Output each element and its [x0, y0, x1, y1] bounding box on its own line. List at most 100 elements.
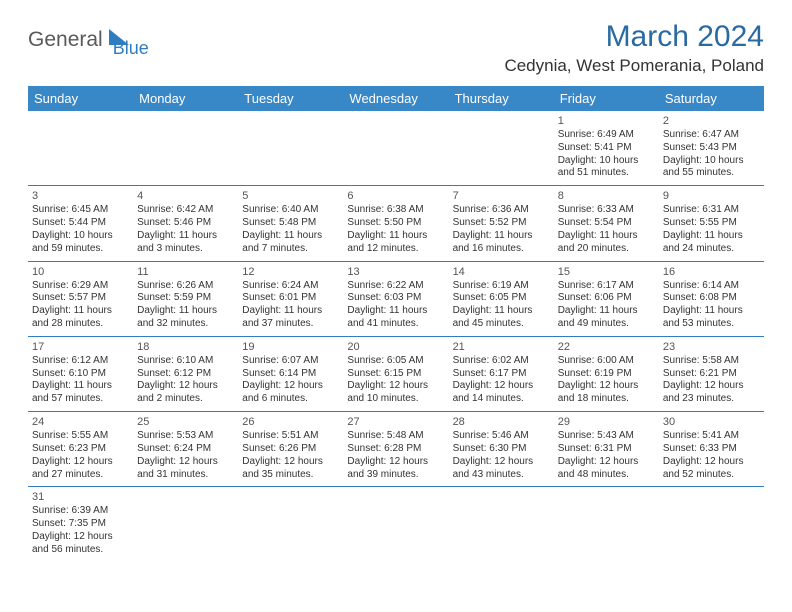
calendar-cell	[133, 111, 238, 186]
calendar-cell: 24Sunrise: 5:55 AMSunset: 6:23 PMDayligh…	[28, 412, 133, 487]
calendar-cell: 27Sunrise: 5:48 AMSunset: 6:28 PMDayligh…	[343, 412, 448, 487]
sunset-line: Sunset: 6:08 PM	[663, 292, 760, 305]
sunrise-line: Sunrise: 6:05 AM	[347, 355, 444, 368]
day-number: 5	[242, 189, 339, 203]
calendar-cell	[554, 487, 659, 562]
sunset-line: Sunset: 5:46 PM	[137, 217, 234, 230]
day-number: 23	[663, 340, 760, 354]
calendar-cell	[28, 111, 133, 186]
day-number: 7	[453, 189, 550, 203]
sunset-line: Sunset: 6:05 PM	[453, 292, 550, 305]
weekday-header: Tuesday	[238, 86, 343, 111]
sunrise-line: Sunrise: 6:19 AM	[453, 280, 550, 293]
daylight-line: Daylight: 11 hours and 49 minutes.	[558, 305, 655, 331]
sunset-line: Sunset: 6:30 PM	[453, 443, 550, 456]
calendar-cell: 22Sunrise: 6:00 AMSunset: 6:19 PMDayligh…	[554, 336, 659, 411]
sunset-line: Sunset: 6:23 PM	[32, 443, 129, 456]
weekday-header: Wednesday	[343, 86, 448, 111]
day-number: 6	[347, 189, 444, 203]
calendar-cell	[449, 487, 554, 562]
sunrise-line: Sunrise: 5:43 AM	[558, 430, 655, 443]
sunset-line: Sunset: 6:06 PM	[558, 292, 655, 305]
sunrise-line: Sunrise: 5:41 AM	[663, 430, 760, 443]
day-number: 2	[663, 114, 760, 128]
day-number: 25	[137, 415, 234, 429]
brand-logo: General Blue	[28, 20, 149, 59]
daylight-line: Daylight: 12 hours and 39 minutes.	[347, 456, 444, 482]
daylight-line: Daylight: 12 hours and 2 minutes.	[137, 380, 234, 406]
sunrise-line: Sunrise: 6:42 AM	[137, 204, 234, 217]
sunrise-line: Sunrise: 6:12 AM	[32, 355, 129, 368]
calendar-cell: 8Sunrise: 6:33 AMSunset: 5:54 PMDaylight…	[554, 186, 659, 261]
sunrise-line: Sunrise: 6:38 AM	[347, 204, 444, 217]
daylight-line: Daylight: 11 hours and 12 minutes.	[347, 230, 444, 256]
sunrise-line: Sunrise: 5:48 AM	[347, 430, 444, 443]
sunrise-line: Sunrise: 6:22 AM	[347, 280, 444, 293]
logo-text-b: Blue	[113, 38, 149, 59]
day-number: 9	[663, 189, 760, 203]
sunrise-line: Sunrise: 6:17 AM	[558, 280, 655, 293]
calendar-cell	[133, 487, 238, 562]
daylight-line: Daylight: 12 hours and 23 minutes.	[663, 380, 760, 406]
weekday-header: Saturday	[659, 86, 764, 111]
day-number: 20	[347, 340, 444, 354]
daylight-line: Daylight: 12 hours and 10 minutes.	[347, 380, 444, 406]
sunrise-line: Sunrise: 6:02 AM	[453, 355, 550, 368]
calendar-cell: 16Sunrise: 6:14 AMSunset: 6:08 PMDayligh…	[659, 261, 764, 336]
sunset-line: Sunset: 5:48 PM	[242, 217, 339, 230]
day-number: 19	[242, 340, 339, 354]
day-number: 4	[137, 189, 234, 203]
calendar-cell	[238, 111, 343, 186]
daylight-line: Daylight: 12 hours and 18 minutes.	[558, 380, 655, 406]
calendar-cell: 6Sunrise: 6:38 AMSunset: 5:50 PMDaylight…	[343, 186, 448, 261]
sunset-line: Sunset: 5:52 PM	[453, 217, 550, 230]
weekday-header: Monday	[133, 86, 238, 111]
sunrise-line: Sunrise: 6:45 AM	[32, 204, 129, 217]
weekday-header: Friday	[554, 86, 659, 111]
sunset-line: Sunset: 6:10 PM	[32, 368, 129, 381]
day-number: 17	[32, 340, 129, 354]
sunset-line: Sunset: 6:21 PM	[663, 368, 760, 381]
day-number: 14	[453, 265, 550, 279]
day-number: 21	[453, 340, 550, 354]
sunrise-line: Sunrise: 6:47 AM	[663, 129, 760, 142]
weekday-header: Sunday	[28, 86, 133, 111]
calendar-cell: 19Sunrise: 6:07 AMSunset: 6:14 PMDayligh…	[238, 336, 343, 411]
sunrise-line: Sunrise: 5:51 AM	[242, 430, 339, 443]
calendar-cell: 17Sunrise: 6:12 AMSunset: 6:10 PMDayligh…	[28, 336, 133, 411]
calendar-cell: 30Sunrise: 5:41 AMSunset: 6:33 PMDayligh…	[659, 412, 764, 487]
sunrise-line: Sunrise: 6:00 AM	[558, 355, 655, 368]
daylight-line: Daylight: 12 hours and 52 minutes.	[663, 456, 760, 482]
calendar-cell: 2Sunrise: 6:47 AMSunset: 5:43 PMDaylight…	[659, 111, 764, 186]
daylight-line: Daylight: 10 hours and 59 minutes.	[32, 230, 129, 256]
daylight-line: Daylight: 12 hours and 35 minutes.	[242, 456, 339, 482]
day-number: 16	[663, 265, 760, 279]
sunset-line: Sunset: 6:28 PM	[347, 443, 444, 456]
day-number: 24	[32, 415, 129, 429]
calendar-cell	[343, 487, 448, 562]
calendar-cell: 14Sunrise: 6:19 AMSunset: 6:05 PMDayligh…	[449, 261, 554, 336]
sunrise-line: Sunrise: 6:36 AM	[453, 204, 550, 217]
sunrise-calendar: SundayMondayTuesdayWednesdayThursdayFrid…	[28, 86, 764, 562]
calendar-cell: 18Sunrise: 6:10 AMSunset: 6:12 PMDayligh…	[133, 336, 238, 411]
sunset-line: Sunset: 6:14 PM	[242, 368, 339, 381]
sunset-line: Sunset: 6:31 PM	[558, 443, 655, 456]
day-number: 28	[453, 415, 550, 429]
day-number: 26	[242, 415, 339, 429]
daylight-line: Daylight: 11 hours and 16 minutes.	[453, 230, 550, 256]
sunset-line: Sunset: 5:41 PM	[558, 142, 655, 155]
sunset-line: Sunset: 6:17 PM	[453, 368, 550, 381]
day-number: 13	[347, 265, 444, 279]
sunset-line: Sunset: 5:55 PM	[663, 217, 760, 230]
daylight-line: Daylight: 11 hours and 45 minutes.	[453, 305, 550, 331]
sunset-line: Sunset: 6:01 PM	[242, 292, 339, 305]
sunset-line: Sunset: 6:26 PM	[242, 443, 339, 456]
sunrise-line: Sunrise: 5:58 AM	[663, 355, 760, 368]
daylight-line: Daylight: 11 hours and 41 minutes.	[347, 305, 444, 331]
sunset-line: Sunset: 5:50 PM	[347, 217, 444, 230]
sunset-line: Sunset: 5:44 PM	[32, 217, 129, 230]
calendar-cell: 3Sunrise: 6:45 AMSunset: 5:44 PMDaylight…	[28, 186, 133, 261]
sunrise-line: Sunrise: 5:55 AM	[32, 430, 129, 443]
calendar-cell: 9Sunrise: 6:31 AMSunset: 5:55 PMDaylight…	[659, 186, 764, 261]
sunrise-line: Sunrise: 6:40 AM	[242, 204, 339, 217]
